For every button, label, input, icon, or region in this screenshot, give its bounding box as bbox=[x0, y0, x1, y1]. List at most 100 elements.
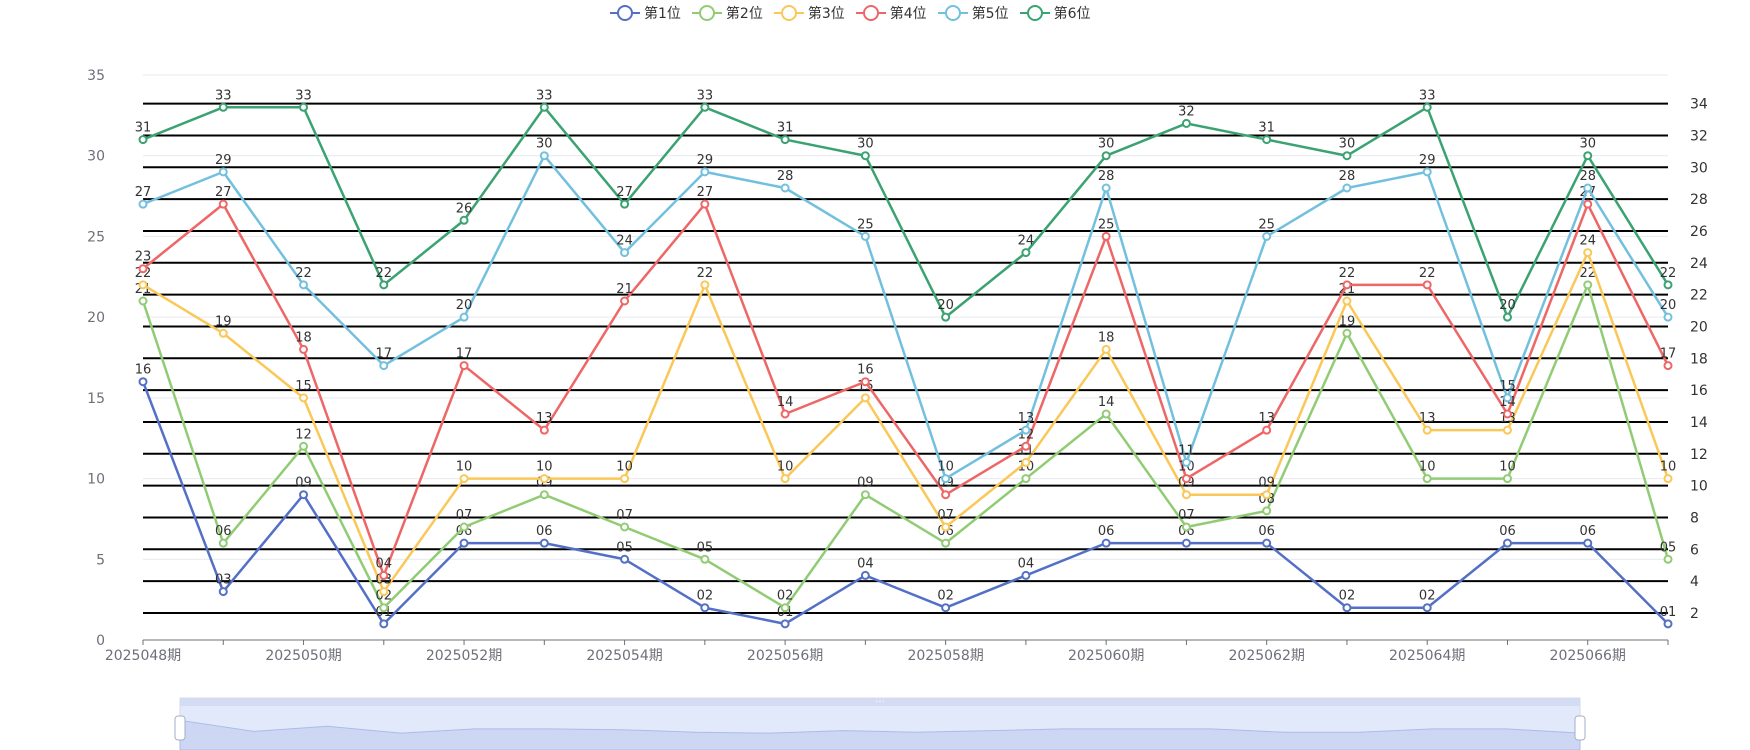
data-point[interactable] bbox=[1502, 425, 1512, 435]
data-point[interactable] bbox=[620, 296, 630, 306]
data-point[interactable] bbox=[1262, 135, 1272, 145]
data-zoom-handle-left[interactable] bbox=[174, 715, 186, 741]
data-point[interactable] bbox=[700, 167, 710, 177]
data-point[interactable] bbox=[780, 135, 790, 145]
data-point[interactable] bbox=[1663, 619, 1673, 629]
data-point[interactable] bbox=[620, 248, 630, 258]
data-point[interactable] bbox=[1342, 328, 1352, 338]
data-point[interactable] bbox=[1422, 425, 1432, 435]
data-point[interactable] bbox=[1422, 280, 1432, 290]
data-point[interactable] bbox=[218, 538, 228, 548]
data-point[interactable] bbox=[1663, 312, 1673, 322]
data-point[interactable] bbox=[299, 280, 309, 290]
data-point[interactable] bbox=[1422, 167, 1432, 177]
data-point[interactable] bbox=[941, 522, 951, 532]
data-point[interactable] bbox=[1101, 409, 1111, 419]
data-point[interactable] bbox=[138, 199, 148, 209]
data-point[interactable] bbox=[1583, 280, 1593, 290]
data-point[interactable] bbox=[860, 377, 870, 387]
data-point[interactable] bbox=[1021, 570, 1031, 580]
data-point[interactable] bbox=[138, 377, 148, 387]
data-point[interactable] bbox=[459, 312, 469, 322]
data-point[interactable] bbox=[1663, 280, 1673, 290]
data-point[interactable] bbox=[700, 199, 710, 209]
data-point[interactable] bbox=[539, 151, 549, 161]
data-point[interactable] bbox=[1181, 474, 1191, 484]
data-point[interactable] bbox=[620, 474, 630, 484]
data-point[interactable] bbox=[1422, 474, 1432, 484]
data-point[interactable] bbox=[299, 441, 309, 451]
legend-item-1[interactable]: 第1位 bbox=[610, 3, 681, 23]
data-point[interactable] bbox=[1502, 409, 1512, 419]
legend-item-4[interactable]: 第4位 bbox=[855, 3, 927, 23]
data-point[interactable] bbox=[459, 215, 469, 225]
data-zoom-handle-right[interactable] bbox=[1574, 715, 1586, 741]
data-point[interactable] bbox=[700, 102, 710, 112]
data-point[interactable] bbox=[299, 393, 309, 403]
data-point[interactable] bbox=[1021, 441, 1031, 451]
data-point[interactable] bbox=[860, 393, 870, 403]
data-point[interactable] bbox=[1262, 506, 1272, 516]
data-point[interactable] bbox=[1583, 199, 1593, 209]
data-point[interactable] bbox=[1583, 538, 1593, 548]
data-point[interactable] bbox=[459, 538, 469, 548]
data-point[interactable] bbox=[1502, 393, 1512, 403]
data-point[interactable] bbox=[780, 409, 790, 419]
data-point[interactable] bbox=[860, 231, 870, 241]
data-point[interactable] bbox=[218, 102, 228, 112]
data-point[interactable] bbox=[539, 102, 549, 112]
data-point[interactable] bbox=[1181, 457, 1191, 467]
data-point[interactable] bbox=[941, 474, 951, 484]
data-point[interactable] bbox=[1181, 522, 1191, 532]
data-point[interactable] bbox=[1502, 538, 1512, 548]
data-point[interactable] bbox=[459, 361, 469, 371]
data-point[interactable] bbox=[780, 474, 790, 484]
data-point[interactable] bbox=[539, 474, 549, 484]
data-point[interactable] bbox=[1422, 603, 1432, 613]
data-point[interactable] bbox=[1101, 231, 1111, 241]
data-point[interactable] bbox=[299, 344, 309, 354]
data-point[interactable] bbox=[700, 554, 710, 564]
data-point[interactable] bbox=[1262, 231, 1272, 241]
data-point[interactable] bbox=[138, 135, 148, 145]
data-point[interactable] bbox=[700, 603, 710, 613]
data-point[interactable] bbox=[539, 538, 549, 548]
data-point[interactable] bbox=[379, 619, 389, 629]
data-point[interactable] bbox=[780, 603, 790, 613]
data-point[interactable] bbox=[860, 490, 870, 500]
data-zoom-top-bar[interactable] bbox=[180, 698, 1580, 706]
data-point[interactable] bbox=[218, 587, 228, 597]
data-point[interactable] bbox=[1502, 474, 1512, 484]
data-point[interactable] bbox=[379, 587, 389, 597]
data-point[interactable] bbox=[1262, 538, 1272, 548]
data-point[interactable] bbox=[379, 570, 389, 580]
data-point[interactable] bbox=[1342, 151, 1352, 161]
data-point[interactable] bbox=[1583, 183, 1593, 193]
data-point[interactable] bbox=[539, 490, 549, 500]
data-point[interactable] bbox=[379, 603, 389, 613]
data-point[interactable] bbox=[1021, 248, 1031, 258]
data-point[interactable] bbox=[1342, 603, 1352, 613]
data-point[interactable] bbox=[459, 522, 469, 532]
data-point[interactable] bbox=[1342, 280, 1352, 290]
data-point[interactable] bbox=[1342, 183, 1352, 193]
data-point[interactable] bbox=[860, 151, 870, 161]
data-point[interactable] bbox=[1021, 474, 1031, 484]
data-point[interactable] bbox=[1262, 490, 1272, 500]
data-point[interactable] bbox=[620, 554, 630, 564]
data-point[interactable] bbox=[620, 522, 630, 532]
data-point[interactable] bbox=[1021, 425, 1031, 435]
data-point[interactable] bbox=[1101, 183, 1111, 193]
data-point[interactable] bbox=[1101, 538, 1111, 548]
legend-item-6[interactable]: 第6位 bbox=[1019, 3, 1091, 23]
data-point[interactable] bbox=[1181, 490, 1191, 500]
data-point[interactable] bbox=[780, 183, 790, 193]
data-point[interactable] bbox=[459, 474, 469, 484]
data-point[interactable] bbox=[1101, 151, 1111, 161]
data-point[interactable] bbox=[780, 619, 790, 629]
data-point[interactable] bbox=[1262, 425, 1272, 435]
legend-item-2[interactable]: 第2位 bbox=[691, 3, 763, 23]
data-point[interactable] bbox=[1502, 312, 1512, 322]
data-point[interactable] bbox=[700, 280, 710, 290]
legend-item-3[interactable]: 第3位 bbox=[773, 3, 845, 23]
